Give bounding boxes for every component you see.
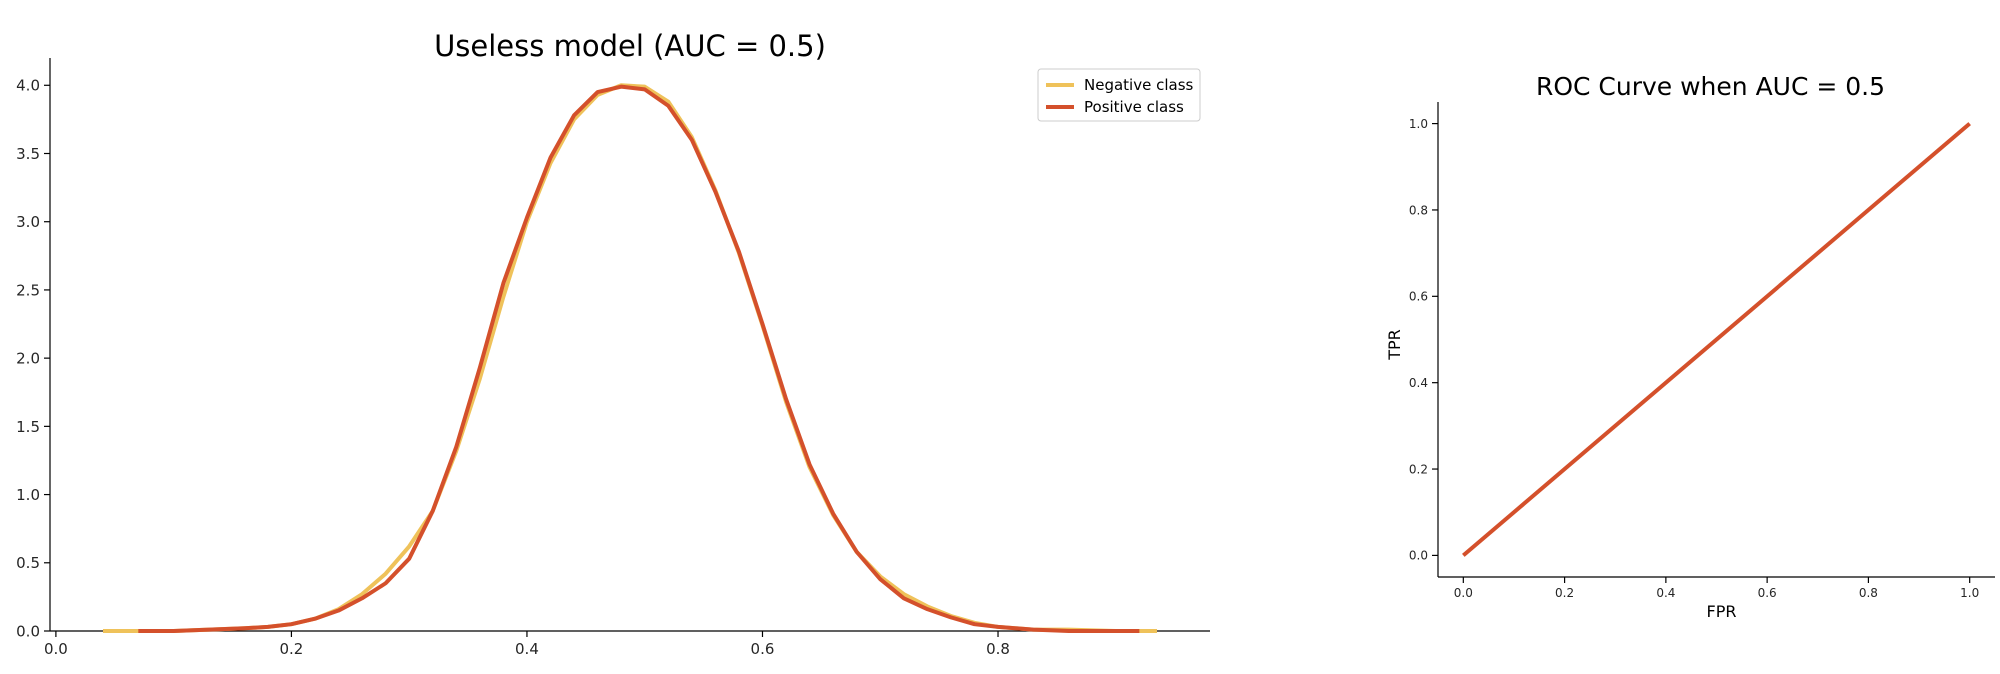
x-tick-label: 0.2 xyxy=(279,640,303,658)
series-lines xyxy=(1462,122,1971,557)
legend-box xyxy=(1037,68,1201,122)
y-tick-label: 4.0 xyxy=(16,77,40,95)
x-tick-label: 0.2 xyxy=(1555,586,1574,600)
y-tick-label: 0.6 xyxy=(1409,290,1428,304)
y-tick-label: 2.0 xyxy=(16,350,40,368)
legend-label: Negative class xyxy=(1084,76,1194,94)
series-line-negative-class xyxy=(102,83,1158,633)
x-tick-label: 0.8 xyxy=(986,640,1010,658)
y-tick-label: 0.0 xyxy=(1409,549,1428,563)
x-tick-label: 1.0 xyxy=(1960,586,1979,600)
y-tick-label: 1.0 xyxy=(16,486,40,504)
axes xyxy=(49,58,1210,632)
y-tick-label: 1.0 xyxy=(1409,117,1428,131)
x-tick-label: 0.6 xyxy=(1758,586,1777,600)
roc-chart: ROC Curve when AUC = 0.5 FPR TPR 0.0 0.2 0… xyxy=(1385,72,1995,621)
y-tick-label: 0.4 xyxy=(1409,376,1428,390)
x-tick-label: 0.4 xyxy=(515,640,539,658)
x-tick-label: 0.0 xyxy=(44,640,68,658)
y-tick-label: 0.2 xyxy=(1409,462,1428,476)
y-axis-label: TPR xyxy=(1385,329,1404,361)
series-line-positive-class xyxy=(138,84,1140,633)
y-tick-label: 1.5 xyxy=(16,418,40,436)
x-axis-label: FPR xyxy=(1707,602,1737,621)
series-lines xyxy=(102,83,1158,633)
chart-title: ROC Curve when AUC = 0.5 xyxy=(1536,72,1885,101)
series-line-roc xyxy=(1462,122,1971,557)
y-ticks: 0.0 0.2 0.4 0.6 0.8 1.0 xyxy=(1409,117,1438,563)
x-ticks: 0.0 0.2 0.4 0.6 0.8 xyxy=(44,631,1010,658)
y-tick-label: 3.0 xyxy=(16,213,40,231)
legend: Negative class Positive class xyxy=(1037,68,1201,122)
legend-label: Positive class xyxy=(1084,98,1184,116)
y-tick-label: 0.5 xyxy=(16,554,40,572)
chart-title: Useless model (AUC = 0.5) xyxy=(434,29,826,63)
axes xyxy=(1437,102,1995,578)
y-tick-label: 0.0 xyxy=(16,622,40,640)
density-chart: Useless model (AUC = 0.5) 0.0 0.2 0.4 0.6 0.… xyxy=(16,29,1210,658)
x-tick-label: 0.6 xyxy=(751,640,775,658)
x-ticks: 0.0 0.2 0.4 0.6 0.8 1.0 xyxy=(1454,577,1979,600)
y-tick-label: 0.8 xyxy=(1409,203,1428,217)
y-tick-label: 2.5 xyxy=(16,281,40,299)
y-tick-label: 3.5 xyxy=(16,145,40,163)
y-ticks: 0.0 0.5 1.0 1.5 2.0 2.5 3.0 3.5 4.0 xyxy=(16,77,50,640)
x-tick-label: 0.0 xyxy=(1454,586,1473,600)
x-tick-label: 0.4 xyxy=(1656,586,1675,600)
x-tick-label: 0.8 xyxy=(1859,586,1878,600)
